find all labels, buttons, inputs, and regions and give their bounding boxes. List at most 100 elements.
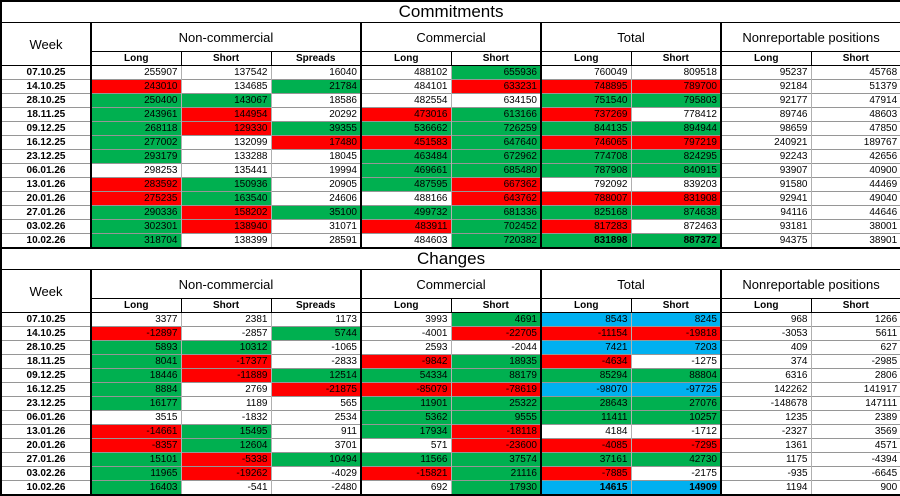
value-cell: 37161 <box>540 452 632 467</box>
value-cell: 24606 <box>271 191 362 206</box>
value-cell: 482554 <box>360 93 452 108</box>
value-cell: 250400 <box>91 93 182 108</box>
value-cell: 38901 <box>811 233 900 249</box>
value-cell: -14661 <box>91 424 182 439</box>
value-cell: 409 <box>720 340 812 355</box>
value-cell: -4029 <box>271 466 362 481</box>
value-cell: 792092 <box>540 177 632 192</box>
group-header: Non-commercial <box>90 22 362 52</box>
value-cell: 2389 <box>811 410 900 425</box>
table-row: 20.01.26 -8357 12604 3701 571 -23600 -4085 -729… <box>1 438 900 453</box>
value-cell: -23600 <box>451 438 542 453</box>
table-row: 16.12.25 277002 132099 17480 451583 647640 746… <box>1 135 900 150</box>
value-cell: 40900 <box>811 163 900 178</box>
value-cell: 565 <box>271 396 362 411</box>
table-row: 03.02.26 302301 138940 31071 483911 702452 817… <box>1 219 900 234</box>
value-cell: -935 <box>720 466 812 481</box>
value-cell: 98659 <box>720 121 812 136</box>
column-header: Long <box>90 51 182 66</box>
value-cell: 7421 <box>540 340 632 355</box>
value-cell: 93907 <box>720 163 812 178</box>
week-column-header: Week <box>1 22 92 66</box>
column-header: Short <box>810 51 900 66</box>
value-cell: 633231 <box>451 79 542 94</box>
value-cell: 894944 <box>631 121 722 136</box>
value-cell: 451583 <box>360 135 452 150</box>
value-cell: 760049 <box>540 65 632 80</box>
value-cell: 488166 <box>360 191 452 206</box>
value-cell: -1832 <box>181 410 272 425</box>
value-cell: 751540 <box>540 93 632 108</box>
value-cell: 473016 <box>360 107 452 122</box>
value-cell: 1361 <box>720 438 812 453</box>
value-cell: -3053 <box>720 326 812 341</box>
table-row: 13.01.26 -14661 15495 911 17934 -18118 4184 -17… <box>1 424 900 439</box>
value-cell: 6316 <box>720 368 812 383</box>
value-cell: 1266 <box>811 312 900 327</box>
value-cell: 789700 <box>631 79 722 94</box>
value-cell: 42656 <box>811 149 900 164</box>
value-cell: 20292 <box>271 107 362 122</box>
value-cell: 45768 <box>811 65 900 80</box>
value-cell: 27076 <box>631 396 722 411</box>
value-cell: 536662 <box>360 121 452 136</box>
column-header: Long <box>360 51 452 66</box>
week-cell: 07.10.25 <box>1 312 92 327</box>
value-cell: -4085 <box>540 438 632 453</box>
section-title-row-commitments: Commitments <box>1 0 900 23</box>
value-cell: -2175 <box>631 466 722 481</box>
value-cell: -2985 <box>811 354 900 369</box>
value-cell: 911 <box>271 424 362 439</box>
value-cell: 15495 <box>181 424 272 439</box>
group-header-row: Week Non-commercial Commercial Total Nonrepo… <box>1 269 900 313</box>
value-cell: 88804 <box>631 368 722 383</box>
value-cell: -9842 <box>360 354 452 369</box>
table-row: 18.11.25 243961 144954 20292 473016 613166 737… <box>1 107 900 122</box>
table-row: 06.01.26 298253 135441 19994 469661 685480 787… <box>1 163 900 178</box>
week-cell: 10.02.26 <box>1 233 92 249</box>
value-cell: 627 <box>811 340 900 355</box>
value-cell: -2327 <box>720 424 812 439</box>
week-cell: 27.01.26 <box>1 205 92 220</box>
value-cell: 47914 <box>811 93 900 108</box>
value-cell: 47850 <box>811 121 900 136</box>
value-cell: 809518 <box>631 65 722 80</box>
value-cell: -5338 <box>181 452 272 467</box>
value-cell: 20905 <box>271 177 362 192</box>
value-cell: 469661 <box>360 163 452 178</box>
value-cell: 17930 <box>451 480 542 496</box>
section-title: Commitments <box>1 0 900 23</box>
column-header: Long <box>540 51 632 66</box>
value-cell: 4184 <box>540 424 632 439</box>
value-cell: 11901 <box>360 396 452 411</box>
value-cell: 643762 <box>451 191 542 206</box>
column-header: Spreads <box>270 298 362 313</box>
value-cell: 844135 <box>540 121 632 136</box>
value-cell: 5362 <box>360 410 452 425</box>
value-cell: 92177 <box>720 93 812 108</box>
value-cell: 8041 <box>91 354 182 369</box>
table-row: 13.01.26 283592 150936 20905 487595 667362 792… <box>1 177 900 192</box>
value-cell: -17377 <box>181 354 272 369</box>
value-cell: -4634 <box>540 354 632 369</box>
week-cell: 20.01.26 <box>1 438 92 453</box>
value-cell: -4001 <box>360 326 452 341</box>
value-cell: -97725 <box>631 382 722 397</box>
value-cell: 19994 <box>271 163 362 178</box>
value-cell: 484101 <box>360 79 452 94</box>
value-cell: 18586 <box>271 93 362 108</box>
value-cell: 290336 <box>91 205 182 220</box>
value-cell: 1235 <box>720 410 812 425</box>
value-cell: 5893 <box>91 340 182 355</box>
value-cell: 268118 <box>91 121 182 136</box>
table-row: 20.01.26 275235 163540 24606 488166 643762 788… <box>1 191 900 206</box>
value-cell: -98070 <box>540 382 632 397</box>
value-cell: 3515 <box>91 410 182 425</box>
value-cell: -11889 <box>181 368 272 383</box>
value-cell: 685480 <box>451 163 542 178</box>
column-header: Long <box>90 298 182 313</box>
value-cell: 15101 <box>91 452 182 467</box>
value-cell: 5744 <box>271 326 362 341</box>
value-cell: 8245 <box>631 312 722 327</box>
value-cell: 681336 <box>451 205 542 220</box>
